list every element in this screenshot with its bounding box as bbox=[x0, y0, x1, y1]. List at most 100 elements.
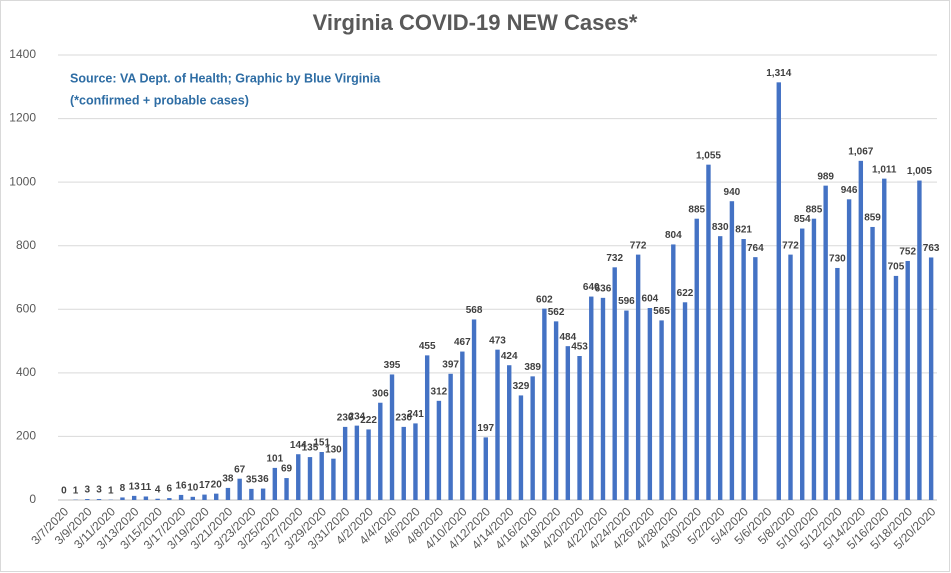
annotation: Source: VA Dept. of Health; Graphic by B… bbox=[70, 71, 381, 85]
value-label: 17 bbox=[199, 480, 211, 491]
value-label: 940 bbox=[724, 187, 741, 198]
bar bbox=[671, 244, 676, 500]
bar bbox=[483, 437, 488, 500]
bar bbox=[893, 275, 899, 500]
value-label: 197 bbox=[477, 423, 494, 434]
value-label: 602 bbox=[536, 294, 553, 305]
bar bbox=[659, 320, 664, 500]
value-label: 241 bbox=[407, 409, 424, 420]
bar bbox=[131, 495, 137, 500]
value-label: 763 bbox=[923, 243, 940, 254]
value-label: 3 bbox=[96, 485, 102, 496]
y-tick-label: 1200 bbox=[9, 111, 36, 125]
bar bbox=[647, 308, 653, 500]
value-label: 946 bbox=[841, 185, 858, 196]
bar bbox=[342, 426, 348, 500]
bar bbox=[319, 452, 324, 500]
value-label: 640 bbox=[583, 282, 600, 293]
bar bbox=[741, 239, 746, 500]
value-label: 859 bbox=[864, 213, 881, 224]
value-label: 636 bbox=[595, 283, 612, 294]
value-label: 989 bbox=[817, 171, 834, 182]
bar bbox=[495, 349, 500, 500]
bar bbox=[577, 356, 582, 500]
value-label: 6 bbox=[167, 484, 173, 495]
bar bbox=[237, 478, 242, 500]
y-tick-label: 800 bbox=[16, 238, 36, 252]
value-label: 135 bbox=[302, 443, 319, 454]
value-label: 1 bbox=[108, 485, 114, 496]
value-label: 596 bbox=[618, 296, 635, 307]
bar bbox=[882, 178, 887, 500]
value-label: 885 bbox=[806, 204, 823, 215]
bar bbox=[448, 373, 453, 500]
bar bbox=[800, 228, 805, 501]
value-label: 1,055 bbox=[696, 150, 721, 161]
value-label: 854 bbox=[794, 214, 811, 225]
bar bbox=[600, 297, 606, 500]
value-label: 804 bbox=[665, 230, 682, 241]
bar bbox=[96, 499, 102, 500]
annotation: (*confirmed + probable cases) bbox=[70, 93, 249, 107]
bar bbox=[917, 180, 922, 500]
value-label: 473 bbox=[489, 335, 506, 346]
value-label: 453 bbox=[571, 342, 588, 353]
bar bbox=[589, 296, 594, 500]
value-label: 821 bbox=[735, 225, 752, 236]
value-label: 4 bbox=[155, 484, 161, 495]
value-label: 424 bbox=[501, 351, 518, 362]
value-label: 622 bbox=[677, 288, 694, 299]
value-label: 230 bbox=[337, 413, 354, 424]
value-label: 101 bbox=[266, 454, 283, 465]
value-label: 36 bbox=[258, 474, 270, 485]
value-label: 772 bbox=[782, 240, 799, 251]
value-label: 130 bbox=[325, 444, 342, 455]
value-label: 562 bbox=[548, 307, 565, 318]
bar bbox=[565, 346, 571, 500]
value-label: 732 bbox=[606, 253, 623, 264]
bar bbox=[178, 494, 184, 500]
value-label: 3 bbox=[85, 485, 91, 496]
value-label: 830 bbox=[712, 222, 729, 233]
value-label: 11 bbox=[141, 482, 152, 493]
bar bbox=[905, 260, 910, 500]
bar bbox=[682, 302, 688, 500]
value-label: 151 bbox=[313, 438, 330, 449]
bar bbox=[811, 218, 817, 501]
bar bbox=[167, 498, 172, 500]
bar bbox=[85, 499, 90, 500]
value-label: 604 bbox=[642, 294, 659, 305]
bar bbox=[378, 402, 383, 500]
value-label: 13 bbox=[129, 482, 141, 493]
value-label: 730 bbox=[829, 254, 846, 265]
value-label: 1,011 bbox=[872, 164, 897, 175]
value-label: 8 bbox=[120, 483, 126, 494]
y-tick-label: 400 bbox=[16, 365, 36, 379]
y-tick-label: 1400 bbox=[9, 47, 36, 61]
bar bbox=[928, 257, 934, 500]
bar bbox=[635, 254, 641, 500]
bar bbox=[776, 82, 781, 500]
bar bbox=[413, 423, 418, 500]
value-label: 1 bbox=[73, 485, 79, 496]
bar bbox=[706, 164, 711, 501]
value-label: 484 bbox=[559, 332, 576, 343]
value-label: 144 bbox=[290, 440, 307, 451]
bar bbox=[460, 351, 465, 500]
value-label: 1,005 bbox=[907, 166, 932, 177]
bar bbox=[120, 497, 125, 500]
bar bbox=[788, 254, 793, 500]
bar bbox=[717, 236, 723, 500]
bar bbox=[284, 478, 289, 500]
y-tick-label: 200 bbox=[16, 429, 36, 443]
bar bbox=[354, 425, 360, 500]
value-label: 568 bbox=[466, 305, 483, 316]
bar bbox=[143, 496, 149, 500]
value-label: 67 bbox=[234, 464, 246, 475]
bar bbox=[753, 257, 758, 500]
value-label: 234 bbox=[349, 411, 366, 422]
y-tick-label: 600 bbox=[16, 301, 36, 315]
bar bbox=[694, 218, 699, 501]
bar bbox=[260, 488, 266, 500]
